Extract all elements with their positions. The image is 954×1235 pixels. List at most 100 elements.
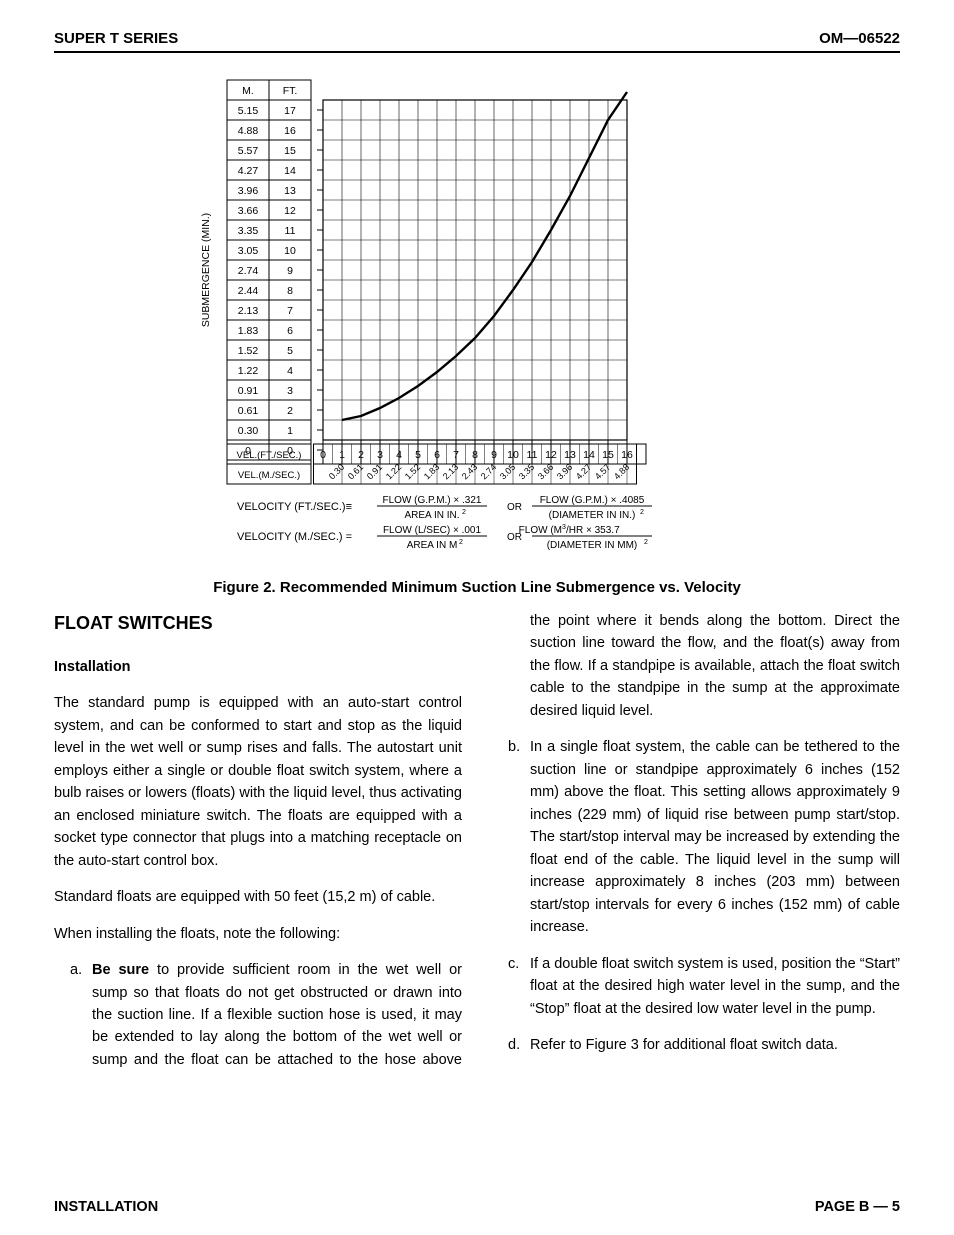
svg-text:OR: OR — [507, 502, 522, 513]
list-item-b: b. In a single float system, the cable c… — [492, 736, 900, 938]
svg-text:VELOCITY (M./SEC.) =: VELOCITY (M./SEC.) = — [237, 531, 352, 543]
svg-text:8: 8 — [472, 449, 478, 461]
svg-text:1.83: 1.83 — [238, 325, 259, 337]
paragraph: The standard pump is equipped with an au… — [54, 692, 462, 872]
svg-text:5.15: 5.15 — [238, 105, 259, 117]
svg-text:AREA IN M: AREA IN M — [407, 540, 458, 551]
svg-text:9: 9 — [491, 449, 497, 461]
list-text: If a double float switch system is used,… — [530, 953, 900, 1020]
svg-text:17: 17 — [284, 105, 296, 117]
svg-text:5: 5 — [415, 449, 421, 461]
svg-text:7: 7 — [287, 305, 293, 317]
svg-text:6: 6 — [434, 449, 440, 461]
svg-text:FLOW (L/SEC) × .001: FLOW (L/SEC) × .001 — [383, 525, 482, 536]
svg-text:13: 13 — [284, 185, 296, 197]
svg-text:4.27: 4.27 — [238, 165, 259, 177]
svg-text:12: 12 — [284, 205, 296, 217]
svg-text:14: 14 — [583, 449, 595, 461]
svg-text:15: 15 — [284, 145, 296, 157]
svg-text:SUBMERGENCE (MIN.): SUBMERGENCE (MIN.) — [200, 213, 212, 327]
figure-caption: Figure 2. Recommended Minimum Suction Li… — [54, 579, 900, 596]
paragraph: When installing the floats, note the fol… — [54, 923, 462, 945]
svg-text:2.74: 2.74 — [238, 265, 259, 277]
svg-text:13: 13 — [564, 449, 576, 461]
svg-text:3.05: 3.05 — [498, 462, 517, 481]
svg-text:3: 3 — [287, 385, 293, 397]
svg-text:2.44: 2.44 — [238, 285, 259, 297]
list-marker: b. — [508, 736, 530, 938]
body-columns: FLOAT SWITCHES Installation The standard… — [54, 610, 900, 1071]
svg-text:16: 16 — [621, 449, 633, 461]
svg-text:2.74: 2.74 — [479, 462, 498, 481]
svg-text:12: 12 — [545, 449, 557, 461]
svg-text:1.52: 1.52 — [403, 462, 422, 481]
svg-text:6: 6 — [287, 325, 293, 337]
list-marker: c. — [508, 953, 530, 1020]
header-left: SUPER T SERIES — [54, 30, 178, 47]
svg-text:/HR × 353.7: /HR × 353.7 — [566, 525, 620, 536]
svg-text:FT.: FT. — [283, 85, 298, 97]
svg-text:2: 2 — [358, 449, 364, 461]
svg-text:1.22: 1.22 — [384, 462, 403, 481]
svg-text:0.61: 0.61 — [238, 405, 259, 417]
svg-text:4.57: 4.57 — [593, 462, 612, 481]
svg-text:11: 11 — [527, 449, 538, 461]
list-marker: d. — [508, 1034, 530, 1056]
list-item-d: d. Refer to Figure 3 for additional floa… — [492, 1034, 900, 1056]
svg-text:3.35: 3.35 — [517, 462, 536, 481]
svg-text:4.27: 4.27 — [574, 462, 593, 481]
figure-2-chart: SUBMERGENCE (MIN.)M.FT.5.15174.88165.571… — [54, 75, 900, 561]
svg-text:5.57: 5.57 — [238, 145, 259, 157]
footer-right: PAGE B — 5 — [815, 1199, 900, 1215]
svg-text:AREA IN IN.: AREA IN IN. — [404, 510, 459, 521]
svg-text:0.30: 0.30 — [327, 462, 346, 481]
svg-text:2: 2 — [644, 539, 648, 546]
svg-text:0: 0 — [320, 449, 326, 461]
svg-text:5: 5 — [287, 345, 293, 357]
svg-text:14: 14 — [284, 165, 296, 177]
svg-text:2.43: 2.43 — [460, 462, 479, 481]
svg-text:3.96: 3.96 — [555, 462, 574, 481]
page-footer: INSTALLATION PAGE B — 5 — [54, 1199, 900, 1215]
svg-text:4: 4 — [396, 449, 402, 461]
svg-text:3: 3 — [377, 449, 383, 461]
svg-text:7: 7 — [453, 449, 459, 461]
svg-text:3.05: 3.05 — [238, 245, 259, 257]
svg-text:3.66: 3.66 — [238, 205, 259, 217]
page-header: SUPER T SERIES OM—06522 — [54, 30, 900, 53]
svg-text:(DIAMETER IN MM): (DIAMETER IN MM) — [547, 540, 638, 551]
svg-text:15: 15 — [602, 449, 614, 461]
svg-text:3.96: 3.96 — [238, 185, 259, 197]
svg-text:3.35: 3.35 — [238, 225, 259, 237]
svg-text:M.: M. — [242, 85, 254, 97]
svg-text:(DIAMETER IN IN.): (DIAMETER IN IN.) — [549, 510, 636, 521]
svg-text:0.91: 0.91 — [365, 462, 384, 481]
list-item-c: c. If a double float switch system is us… — [492, 953, 900, 1020]
svg-text:4.88: 4.88 — [612, 462, 631, 481]
svg-text:2.13: 2.13 — [441, 462, 460, 481]
svg-text:0.30: 0.30 — [238, 425, 259, 437]
svg-text:1: 1 — [339, 449, 345, 461]
svg-text:1: 1 — [287, 425, 293, 437]
svg-text:1.83: 1.83 — [422, 462, 441, 481]
svg-text:FLOW (G.P.M.) × .4085: FLOW (G.P.M.) × .4085 — [540, 495, 645, 506]
section-heading: FLOAT SWITCHES — [54, 610, 462, 638]
paragraph: Standard floats are equipped with 50 fee… — [54, 886, 462, 908]
list-text: Refer to Figure 3 for additional float s… — [530, 1034, 900, 1056]
svg-text:0.91: 0.91 — [238, 385, 259, 397]
svg-text:FLOW (M: FLOW (M — [519, 525, 562, 536]
svg-text:1.22: 1.22 — [238, 365, 259, 377]
svg-text:9: 9 — [287, 265, 293, 277]
header-right: OM—06522 — [819, 30, 900, 47]
svg-text:2.13: 2.13 — [238, 305, 259, 317]
svg-text:2: 2 — [640, 509, 644, 516]
svg-text:VELOCITY (FT./SEC.)≡: VELOCITY (FT./SEC.)≡ — [237, 501, 352, 513]
svg-text:8: 8 — [287, 285, 293, 297]
list-text: In a single float system, the cable can … — [530, 736, 900, 938]
svg-text:VEL.(FT./SEC.): VEL.(FT./SEC.) — [237, 450, 302, 461]
svg-text:10: 10 — [507, 449, 519, 461]
svg-text:VEL.(M./SEC.): VEL.(M./SEC.) — [238, 470, 300, 481]
svg-text:FLOW (G.P.M.) × .321: FLOW (G.P.M.) × .321 — [382, 495, 481, 506]
svg-text:11: 11 — [285, 225, 296, 237]
svg-text:4.88: 4.88 — [238, 125, 259, 137]
